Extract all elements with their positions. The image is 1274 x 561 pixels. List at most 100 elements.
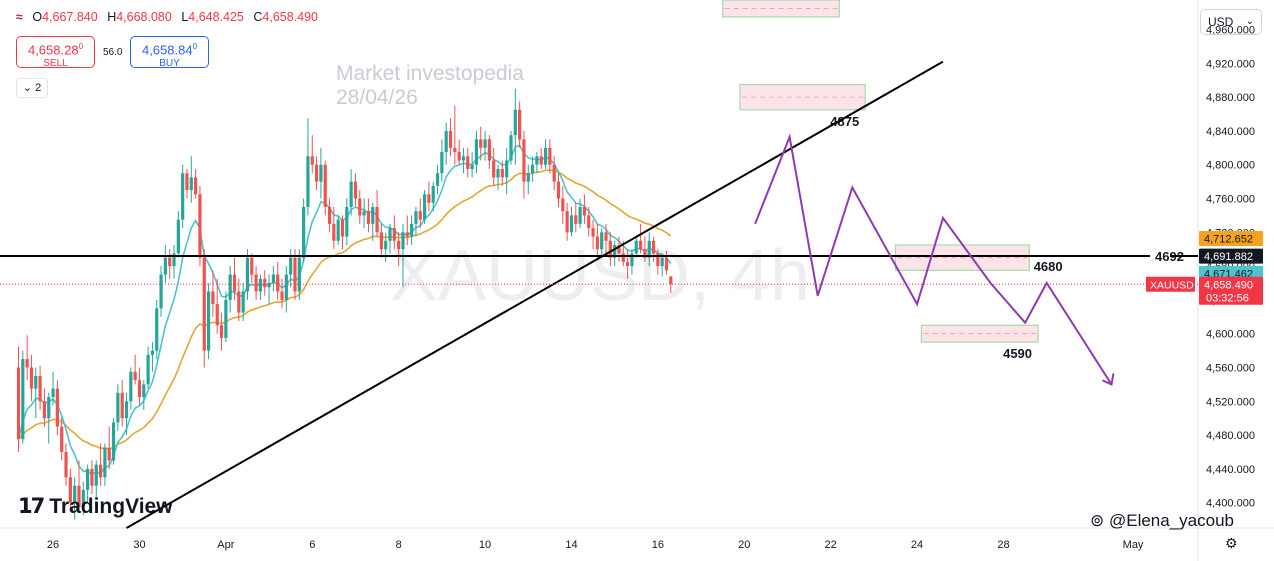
- author-handle: ⊚ @Elena_yacoub: [1090, 511, 1234, 531]
- wave-icon: ≈: [16, 10, 23, 24]
- candle-body: [565, 211, 569, 233]
- candle-body: [669, 276, 673, 285]
- candle-body: [176, 219, 180, 254]
- level-label: 4680: [1034, 259, 1063, 274]
- candle-body: [410, 223, 414, 237]
- candle-body: [189, 177, 193, 191]
- candle-body: [574, 215, 578, 224]
- candle-body: [172, 253, 176, 267]
- candle-body: [604, 232, 608, 241]
- candle-body: [168, 257, 172, 267]
- price-badge: [1199, 248, 1263, 264]
- candle-body: [263, 278, 267, 288]
- candle-body: [582, 206, 587, 216]
- y-tick-label: 4,960.000: [1206, 25, 1255, 37]
- currency-select[interactable]: USD ⌄: [1200, 9, 1262, 35]
- y-tick-label: 4,400.000: [1206, 498, 1255, 510]
- low-value: 4,648.425: [188, 10, 244, 24]
- candle-body: [561, 198, 565, 212]
- price-badge-text: 4,691.882: [1204, 251, 1253, 263]
- candle-body: [211, 291, 215, 305]
- candle-body: [626, 261, 630, 267]
- candle-body: [120, 392, 124, 419]
- candle-body: [215, 304, 219, 326]
- candle-body: [289, 257, 293, 275]
- candle-body: [276, 274, 280, 292]
- candle-body: [250, 257, 254, 275]
- candle-body: [526, 173, 530, 182]
- candle-body: [224, 299, 228, 338]
- candle-body: [77, 485, 81, 507]
- x-tick-label: Apr: [217, 539, 234, 551]
- candle-body: [513, 109, 517, 136]
- candle-body: [349, 181, 353, 207]
- price-badge: [1199, 231, 1263, 247]
- candle-body: [552, 164, 556, 182]
- low-label: L: [181, 10, 189, 24]
- candle-body: [608, 240, 612, 258]
- candle-body: [194, 177, 198, 195]
- candle-body: [487, 139, 491, 161]
- sell-price-small: 0: [78, 42, 84, 51]
- candle-body: [457, 152, 461, 161]
- candle-body: [379, 232, 383, 250]
- candle-body: [254, 274, 258, 292]
- candle-body: [448, 130, 453, 148]
- candle-body: [340, 219, 345, 237]
- y-tick-label: 4,920.000: [1206, 58, 1255, 70]
- candle-body: [427, 194, 431, 203]
- x-tick-label: May: [1123, 539, 1144, 551]
- candle-body: [137, 380, 142, 398]
- x-tick-label: 10: [479, 539, 491, 551]
- x-tick-label: 8: [396, 539, 402, 551]
- candle-body: [150, 350, 155, 355]
- chevron-down-icon: ⌄: [1245, 16, 1254, 27]
- y-tick-label: 4,560.000: [1206, 362, 1255, 374]
- candle-body: [660, 257, 664, 267]
- projection-arrowhead: [1102, 373, 1115, 386]
- candle-body: [461, 156, 466, 161]
- x-tick-label: 20: [738, 539, 750, 551]
- candle-body: [375, 206, 379, 233]
- candle-body: [474, 139, 479, 165]
- candle-body: [548, 147, 552, 165]
- candle-body: [90, 468, 94, 486]
- candle-body: [159, 274, 163, 309]
- candle-body: [630, 253, 634, 267]
- symbol-badge: [1146, 276, 1195, 292]
- sell-label: SELL: [43, 58, 68, 70]
- y-tick-label: 4,440.000: [1206, 464, 1255, 476]
- x-tick-label: 24: [911, 539, 923, 551]
- candle-body: [155, 308, 159, 351]
- candle-body: [509, 135, 513, 161]
- sell-button[interactable]: 4,658.280 SELL: [16, 36, 95, 70]
- candle-body: [414, 211, 418, 224]
- candle-body: [651, 240, 656, 254]
- candle-body: [198, 194, 202, 258]
- high-label: H: [107, 10, 117, 24]
- buy-button[interactable]: 4,658.840 BUY: [130, 36, 209, 70]
- candle-body: [245, 257, 250, 292]
- candle-body: [358, 198, 362, 216]
- sell-price: 4,658.28: [27, 42, 79, 58]
- candle-body: [664, 257, 669, 271]
- candle-body: [111, 422, 116, 461]
- candle-body: [384, 240, 388, 250]
- candle-body: [600, 232, 604, 250]
- x-tick-label: 30: [133, 539, 145, 551]
- candle-body: [453, 147, 457, 153]
- candle-body: [68, 477, 72, 503]
- candle-body: [500, 168, 504, 178]
- candle-body: [38, 375, 42, 402]
- candle-body: [327, 206, 332, 224]
- candle-body: [392, 228, 396, 241]
- settings-gear-icon[interactable]: ⚙: [1225, 535, 1238, 551]
- buy-label: BUY: [159, 58, 180, 70]
- candle-body: [595, 236, 599, 250]
- x-tick-label: 22: [825, 539, 837, 551]
- candle-body: [42, 401, 47, 419]
- candle-body: [103, 447, 107, 478]
- indicators-toggle[interactable]: ⌄ 2: [16, 78, 48, 98]
- candle-body: [362, 211, 366, 216]
